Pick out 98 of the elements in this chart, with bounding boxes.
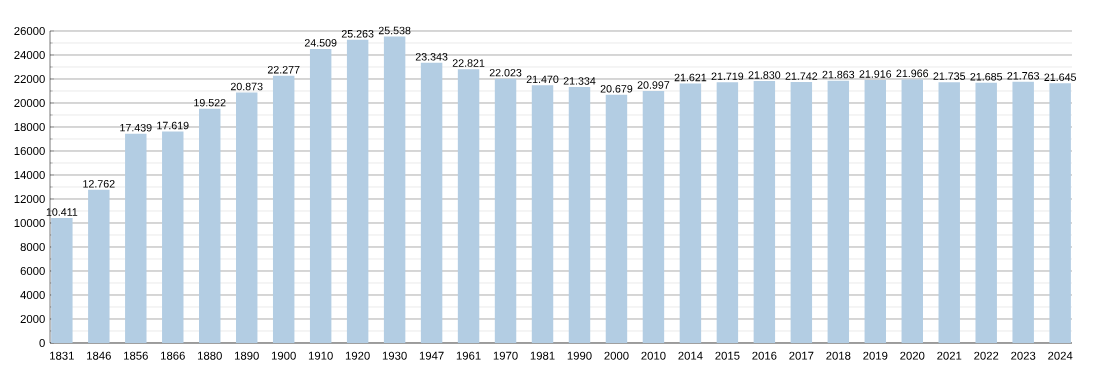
bar xyxy=(51,218,73,343)
data-label: 25.263 xyxy=(341,30,374,38)
data-label: 20.997 xyxy=(637,81,670,89)
bar xyxy=(790,82,813,343)
bar xyxy=(272,75,295,343)
x-tick-label: 1880 xyxy=(197,351,222,360)
x-tick-label: 2016 xyxy=(752,351,777,360)
bar xyxy=(1049,83,1071,343)
y-tick-label: 18000 xyxy=(14,122,45,131)
x-tick-label: 1920 xyxy=(345,351,370,360)
x-tick-label: 2018 xyxy=(826,351,851,360)
bar xyxy=(531,85,554,343)
data-label: 25.538 xyxy=(378,26,411,35)
x-tick-label: 2023 xyxy=(1011,351,1036,360)
data-label: 21.742 xyxy=(785,72,818,80)
data-label: 24.509 xyxy=(304,39,337,47)
data-label: 21.830 xyxy=(748,71,781,79)
x-tick-label: 2015 xyxy=(715,351,740,360)
x-tick-label: 1910 xyxy=(308,351,333,360)
bar xyxy=(901,79,923,343)
data-label: 21.916 xyxy=(859,70,892,78)
bar xyxy=(679,83,702,343)
x-tick-label: 1866 xyxy=(161,351,185,360)
y-tick-label: 22000 xyxy=(14,74,45,83)
x-tick-label: 2022 xyxy=(974,351,999,360)
data-label: 21.334 xyxy=(563,77,596,85)
data-label: 23.343 xyxy=(415,53,448,61)
bar xyxy=(975,82,997,343)
bar xyxy=(864,80,887,343)
x-tick-label: 1961 xyxy=(456,351,481,360)
data-label: 21.470 xyxy=(526,75,559,84)
y-tick-label: 0 xyxy=(39,338,45,347)
x-tick-label: 1856 xyxy=(124,351,148,360)
bar xyxy=(753,81,776,343)
bar xyxy=(457,69,480,343)
bar xyxy=(383,36,406,343)
y-tick-label: 8000 xyxy=(20,242,45,251)
x-tick-label: 2024 xyxy=(1048,351,1073,360)
y-tick-label: 4000 xyxy=(20,290,45,299)
bar xyxy=(605,94,628,343)
data-label: 21.621 xyxy=(674,73,707,82)
y-tick-label: 6000 xyxy=(20,266,45,275)
x-tick-label: 1990 xyxy=(567,351,592,360)
y-tick-label: 20000 xyxy=(14,98,45,107)
data-label: 21.966 xyxy=(896,69,929,78)
bar xyxy=(494,78,517,343)
data-label: 22.023 xyxy=(489,68,522,77)
bar xyxy=(199,108,221,343)
data-label: 21.863 xyxy=(822,70,855,79)
bar xyxy=(420,62,443,343)
x-tick-label: 1947 xyxy=(419,351,444,360)
data-label: 21.685 xyxy=(970,72,1003,81)
x-tick-label: 1981 xyxy=(530,351,555,360)
data-label: 21.763 xyxy=(1007,72,1040,80)
x-tick-label: 1900 xyxy=(271,351,296,360)
bar xyxy=(938,82,960,343)
data-label: 22.277 xyxy=(267,65,300,74)
data-label: 10.411 xyxy=(46,208,78,216)
data-label: 17.619 xyxy=(157,121,189,130)
x-tick-label: 1846 xyxy=(87,351,111,360)
x-tick-label: 2020 xyxy=(900,351,925,360)
bar xyxy=(1012,81,1034,343)
data-label: 20.873 xyxy=(230,82,263,91)
bar xyxy=(346,39,369,343)
bar xyxy=(642,91,665,343)
x-tick-label: 1970 xyxy=(493,351,518,360)
bar xyxy=(88,189,110,343)
y-tick-label: 12000 xyxy=(14,194,45,203)
data-label: 22.821 xyxy=(452,59,485,67)
bar xyxy=(716,82,739,343)
data-label: 21.735 xyxy=(933,72,966,80)
bar xyxy=(162,131,184,343)
bar xyxy=(568,86,591,343)
data-label: 21.719 xyxy=(711,72,744,81)
x-tick-label: 1890 xyxy=(234,351,259,360)
bar xyxy=(235,92,258,343)
x-tick-label: 2014 xyxy=(678,351,703,360)
y-tick-label: 14000 xyxy=(14,170,45,179)
data-label: 19.522 xyxy=(194,98,226,107)
x-tick-label: 2019 xyxy=(863,351,888,360)
x-tick-label: 2010 xyxy=(641,351,666,360)
x-tick-label: 2017 xyxy=(789,351,814,360)
y-tick-label: 2000 xyxy=(20,314,45,323)
x-tick-label: 1831 xyxy=(50,351,74,360)
x-tick-label: 2000 xyxy=(604,351,629,360)
y-tick-label: 16000 xyxy=(14,146,45,155)
data-label: 20.679 xyxy=(600,85,633,93)
y-tick-label: 26000 xyxy=(14,26,45,35)
x-tick-label: 1930 xyxy=(382,351,407,360)
bar xyxy=(309,48,332,343)
bar xyxy=(827,80,850,343)
data-label: 21.645 xyxy=(1044,73,1077,81)
bar xyxy=(125,133,147,343)
data-label: 17.439 xyxy=(120,123,152,132)
x-tick-label: 2021 xyxy=(937,351,962,360)
y-tick-label: 10000 xyxy=(14,218,45,227)
y-tick-label: 24000 xyxy=(14,50,45,59)
data-label: 12.762 xyxy=(83,180,115,188)
